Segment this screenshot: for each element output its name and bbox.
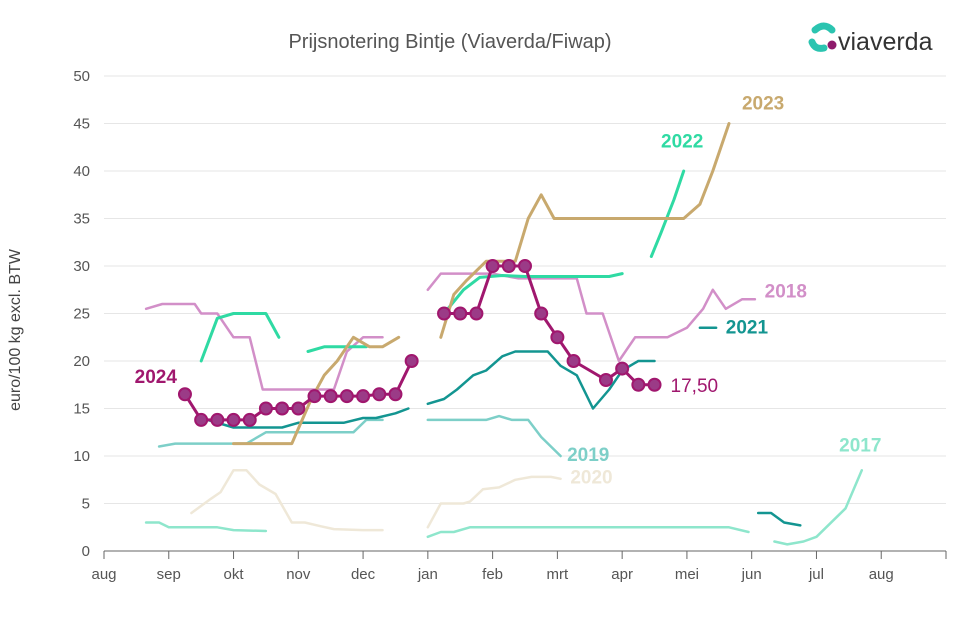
grid — [104, 75, 946, 504]
data-point-2024 — [566, 354, 581, 368]
data-point-2024 — [323, 389, 338, 404]
series-label-2020: 2020 — [570, 468, 612, 489]
viaverda-logo-text: viaverda — [838, 28, 933, 56]
data-point-2024 — [550, 330, 565, 345]
y-tick-label: 35 — [73, 211, 90, 228]
series-line-2017 — [773, 469, 864, 546]
y-axis-label: euro/100 kg excl. BTW — [7, 248, 24, 411]
chart-title: Prijsnotering Bintje (Viaverda/Fiwap) — [288, 31, 611, 53]
data-point-2024 — [291, 401, 306, 416]
series-label-2023: 2023 — [742, 93, 784, 114]
last-value-label: 17,50 — [671, 376, 719, 397]
data-point-2024 — [194, 412, 209, 427]
series-lines — [144, 122, 864, 546]
data-point-2024 — [177, 387, 192, 402]
series-label-2021: 2021 — [726, 317, 769, 338]
data-point-2024 — [275, 401, 290, 416]
y-tick-label: 50 — [73, 68, 90, 85]
x-tick-label: nov — [286, 566, 311, 583]
x-tick-label: apr — [611, 566, 633, 583]
data-point-2024 — [210, 412, 225, 427]
series-2017 — [144, 469, 864, 546]
series-label-2018: 2018 — [765, 281, 807, 302]
series-line-2023 — [232, 335, 401, 446]
series-line-2019 — [426, 414, 562, 458]
series-line-2017 — [426, 526, 750, 539]
x-tick-label: jan — [417, 566, 438, 583]
data-point-2024 — [242, 412, 257, 427]
series-label-2024: 2024 — [135, 367, 178, 388]
series-label-2022: 2022 — [661, 131, 703, 152]
y-tick-label: 45 — [73, 116, 90, 133]
y-tick-label: 10 — [73, 448, 90, 465]
series-line-2018 — [426, 272, 757, 363]
data-point-2024 — [437, 306, 452, 321]
x-tick-label: sep — [157, 566, 181, 583]
data-point-2024 — [534, 306, 549, 321]
data-point-2024 — [631, 377, 646, 392]
x-tick-label: aug — [869, 566, 894, 583]
y-tick-label: 30 — [73, 258, 90, 275]
x-tick-label: mei — [675, 566, 699, 583]
series-2020 — [190, 469, 562, 532]
series-line-2021 — [426, 350, 656, 410]
x-tick-label: okt — [224, 566, 245, 583]
data-point-2024 — [339, 389, 354, 404]
series-line-2019 — [157, 418, 384, 448]
viaverda-logo: viaverda — [808, 22, 933, 56]
y-tick-label: 5 — [82, 496, 90, 513]
series-line-2023 — [439, 122, 731, 339]
x-axis-ticks: aug sep okt nov dec jan feb mrt apr mei jun jul aug — [91, 551, 947, 583]
series-line-2021 — [756, 511, 802, 527]
data-point-2024 — [307, 389, 322, 404]
series-label-2019: 2019 — [567, 445, 609, 466]
series-2021 — [199, 326, 802, 527]
viaverda-logo-icon — [808, 22, 837, 52]
x-tick-label: feb — [482, 566, 503, 583]
series-2024 — [177, 259, 662, 427]
y-tick-label: 25 — [73, 306, 90, 323]
series-line-2017 — [144, 521, 268, 533]
data-point-2024 — [372, 387, 387, 402]
x-tick-label: dec — [351, 566, 376, 583]
series-line-2020 — [190, 469, 384, 532]
series-label-2017: 2017 — [839, 435, 881, 456]
data-point-2024 — [388, 387, 403, 402]
y-tick-label: 0 — [82, 543, 90, 560]
series-line-2018 — [144, 302, 384, 391]
series-line-2022 — [649, 169, 686, 258]
data-point-2024 — [469, 306, 484, 321]
y-tick-label: 15 — [73, 401, 90, 418]
data-point-2024 — [258, 401, 273, 416]
series-2023 — [232, 122, 731, 446]
series-line-2020 — [426, 475, 562, 529]
data-point-2024 — [647, 377, 662, 392]
series-line-2022 — [442, 272, 624, 315]
data-point-2024 — [453, 306, 468, 321]
x-tick-label: mrt — [547, 566, 569, 583]
x-tick-label: jul — [808, 566, 824, 583]
series-2019 — [157, 414, 562, 458]
y-tick-label: 40 — [73, 163, 90, 180]
data-point-2024 — [598, 373, 613, 387]
data-point-2024 — [404, 354, 419, 368]
series-2022 — [199, 169, 686, 363]
series-line-2022 — [306, 345, 368, 353]
y-axis-ticks: 0 5 10 15 20 25 30 35 40 45 50 — [73, 68, 90, 560]
y-tick-label: 20 — [73, 353, 90, 370]
data-point-2024 — [226, 412, 241, 427]
data-point-2024 — [615, 361, 630, 376]
data-point-2024 — [356, 389, 371, 404]
series-line-2021 — [199, 407, 410, 429]
data-point-2024 — [501, 259, 516, 273]
series-line-2022 — [199, 312, 281, 363]
series-2018 — [144, 272, 757, 391]
data-point-2024 — [485, 259, 500, 273]
x-tick-label: jun — [741, 566, 762, 583]
data-point-2024 — [518, 259, 532, 273]
x-tick-label: aug — [91, 566, 116, 583]
